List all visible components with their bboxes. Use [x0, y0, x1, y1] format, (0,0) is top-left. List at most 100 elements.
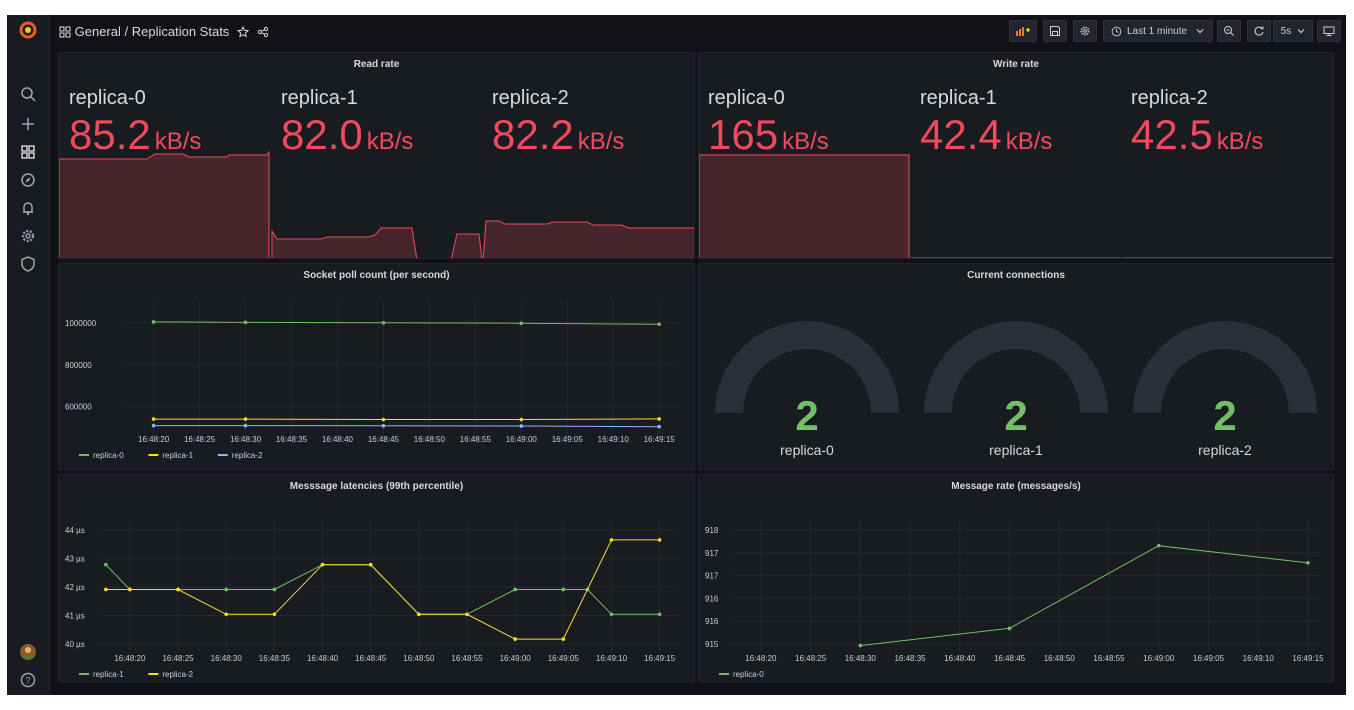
panel-title[interactable]: Read rate: [353, 59, 400, 70]
time-range-picker[interactable]: Last 1 minute: [1103, 20, 1213, 42]
data-point-replica-1: [104, 562, 108, 567]
breadcrumb-separator: /: [124, 24, 129, 40]
panel-title[interactable]: Messsage latencies (99th percentile): [289, 481, 464, 492]
x-tick-label: 16:48:50: [403, 654, 435, 663]
data-point-replica-0: [858, 643, 863, 648]
panel-read-rate[interactable]: Read rate replica-0 85.2 kB/s replica-1 8…: [58, 52, 695, 259]
panel-message-rate[interactable]: Message rate (messages/s) 918 917 917 916 91…: [698, 474, 1334, 682]
data-point-replica-2: [561, 637, 566, 641]
x-tick-label: 16:49:10: [596, 654, 628, 663]
socket-poll-chart: 1000000 800000 600000 16:48:20 16:48:25 16:48…: [65, 300, 679, 460]
stat-value: 165 kB/s: [708, 113, 829, 164]
shield-icon[interactable]: [19, 255, 37, 273]
tv-mode-button[interactable]: [1317, 20, 1341, 42]
panel-title[interactable]: Current connections: [967, 270, 1065, 281]
add-panel-icon: [1016, 27, 1030, 36]
y-tick-label: 42 µs: [65, 583, 85, 592]
data-point-replica-2: [657, 424, 661, 429]
y-tick-label: 40 µs: [65, 640, 85, 649]
refresh-interval-picker[interactable]: 5s: [1273, 20, 1313, 42]
grafana-app: ? General / Replication Stats Last 1 min…: [7, 15, 1346, 695]
gear-icon[interactable]: [19, 227, 37, 245]
stat-name: replica-1: [281, 87, 358, 109]
x-tick-label: 16:48:50: [414, 435, 446, 444]
panel-current-connections[interactable]: Current connections 2 replica-0 2 replic…: [698, 263, 1334, 470]
stat-number: 165: [708, 111, 779, 158]
add-panel-button[interactable]: [1009, 20, 1037, 42]
dashboard-settings-button[interactable]: [1073, 20, 1097, 42]
stat-unit: kB/s: [154, 128, 202, 155]
x-tick-label: 16:48:35: [276, 435, 308, 444]
breadcrumb: General / Replication Stats: [59, 23, 269, 39]
plus-icon[interactable]: [19, 115, 37, 133]
legend-item[interactable]: replica-1: [93, 670, 124, 679]
avatar[interactable]: [19, 643, 37, 661]
data-point-replica-0: [1007, 626, 1012, 631]
data-point-replica-1: [272, 587, 277, 592]
stat-value: 42.5 kB/s: [1131, 113, 1263, 164]
legend-item[interactable]: replica-2: [162, 670, 193, 679]
x-tick-label: 16:49:10: [1243, 654, 1275, 663]
y-tick-label: 915: [705, 640, 719, 649]
x-tick-label: 16:48:40: [307, 654, 339, 663]
x-tick-label: 16:49:15: [1292, 654, 1324, 663]
y-tick-label: 41 µs: [65, 612, 85, 621]
legend-item[interactable]: replica-0: [733, 670, 764, 679]
data-point-replica-1: [657, 417, 661, 421]
x-tick-label: 16:48:35: [259, 654, 291, 663]
data-point-replica-2: [513, 637, 517, 641]
stat-name: replica-1: [920, 87, 997, 109]
data-point-replica-0: [243, 320, 248, 325]
search-icon[interactable]: [19, 85, 37, 103]
refresh-button[interactable]: [1247, 20, 1271, 42]
star-icon[interactable]: [236, 25, 250, 38]
series-line-replica-1: [105, 564, 660, 615]
tv-icon: [1323, 26, 1335, 36]
explore-icon[interactable]: [19, 171, 37, 189]
bell-icon[interactable]: [19, 199, 37, 217]
stat-unit: kB/s: [1216, 128, 1264, 155]
clock-icon: [1111, 26, 1122, 36]
panel-write-rate[interactable]: Write rate replica-0 165 kB/s replica-1 4…: [698, 52, 1334, 259]
y-tick-label: 918: [705, 526, 719, 535]
breadcrumb-folder[interactable]: General: [74, 24, 121, 40]
sparkline-replica-2: [482, 220, 694, 258]
data-point-replica-2: [272, 612, 277, 617]
stat-unit: kB/s: [366, 128, 414, 155]
legend-item[interactable]: replica-2: [232, 451, 263, 460]
x-tick-label: 16:48:45: [368, 435, 400, 444]
y-tick-label: 916: [705, 617, 719, 626]
x-tick-label: 16:49:00: [500, 654, 532, 663]
panel-socket-poll-count[interactable]: Socket poll count (per second) 1000000 80…: [58, 263, 695, 470]
panel-title[interactable]: Socket poll count (per second): [303, 270, 450, 281]
y-tick-label: 600000: [65, 403, 92, 412]
gauge-label: replica-1: [989, 442, 1043, 458]
dashboard-title[interactable]: Replication Stats: [131, 24, 230, 40]
stat-value: 82.0 kB/s: [281, 113, 413, 164]
save-button[interactable]: [1043, 20, 1067, 42]
panel-title[interactable]: Message rate (messages/s): [951, 481, 1081, 492]
dashboards-icon[interactable]: [19, 143, 37, 161]
write-rate-sparklines: [699, 154, 1333, 258]
panel-message-latencies[interactable]: Messsage latencies (99th percentile) 44 …: [58, 474, 695, 682]
help-icon[interactable]: ?: [19, 671, 37, 689]
data-point-replica-0: [381, 320, 386, 325]
share-icon[interactable]: [257, 26, 269, 38]
grafana-logo-icon[interactable]: [19, 21, 37, 39]
sparkline-replica-0: [699, 154, 910, 258]
stat-value: 85.2 kB/s: [69, 113, 201, 164]
data-point-replica-2: [368, 562, 373, 567]
stat-unit: kB/s: [1005, 128, 1053, 155]
y-tick-label: 917: [705, 549, 719, 558]
panel-title[interactable]: Write rate: [993, 59, 1039, 70]
time-range-label: Last 1 minute: [1127, 25, 1188, 37]
x-tick-label: 16:48:20: [114, 654, 146, 663]
svg-text:?: ?: [25, 676, 30, 686]
legend-item[interactable]: replica-0: [93, 451, 124, 460]
x-tick-label: 16:48:30: [845, 654, 877, 663]
data-point-replica-0: [657, 322, 661, 327]
legend-item[interactable]: replica-1: [162, 451, 193, 460]
stat-name: replica-2: [492, 87, 569, 109]
zoom-out-button[interactable]: [1217, 20, 1241, 42]
x-tick-label: 16:49:15: [644, 654, 676, 663]
